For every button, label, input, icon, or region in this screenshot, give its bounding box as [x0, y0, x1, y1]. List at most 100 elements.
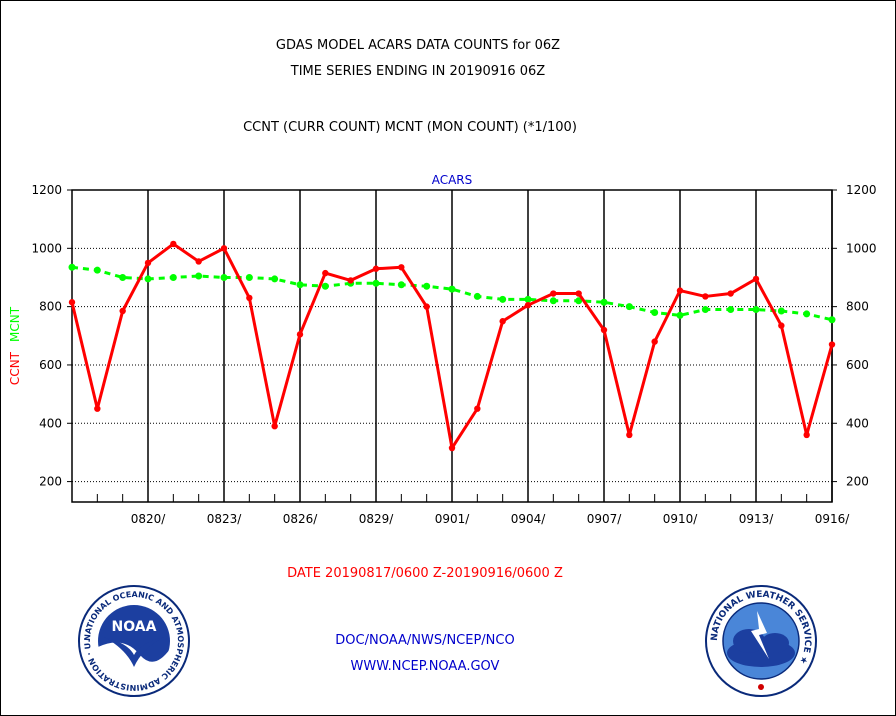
series-point-mcnt [245, 273, 253, 281]
y-axis-label-mcnt: MCNT [8, 306, 22, 342]
x-tick-label: 0913/ [739, 512, 775, 526]
y-tick-label-right: 200 [846, 475, 869, 489]
org-link[interactable]: DOC/NOAA/NWS/NCEP/NCO [335, 633, 515, 648]
series-point-mcnt [625, 303, 633, 311]
series-point-mcnt [524, 295, 532, 303]
series-point-ccnt [575, 290, 582, 297]
date-range-label: DATE 20190817/0600 Z-20190916/0600 Z [287, 566, 563, 581]
series-point-mcnt [701, 306, 709, 314]
series-point-mcnt [651, 308, 659, 316]
chart-title-line1: GDAS MODEL ACARS DATA COUNTS for 06Z [275, 38, 561, 53]
series-point-mcnt [777, 307, 785, 315]
series-point-mcnt [499, 295, 507, 303]
series-point-mcnt [473, 292, 481, 300]
series-point-mcnt [397, 281, 405, 289]
series-point-ccnt [499, 318, 506, 325]
chart-subtitle: CCNT (CURR COUNT) MCNT (MON COUNT) (*1/1… [243, 120, 577, 135]
y-tick-label-right: 600 [846, 358, 869, 372]
series-point-mcnt [169, 273, 177, 281]
series-point-ccnt [727, 290, 734, 297]
series-point-ccnt [702, 293, 709, 300]
y-tick-label-left: 400 [39, 416, 62, 430]
series-point-mcnt [549, 297, 557, 305]
series-point-mcnt [676, 311, 684, 319]
y-tick-label-right: 1200 [846, 183, 877, 197]
series-point-ccnt [626, 431, 633, 439]
grid-layer [72, 190, 833, 502]
series-point-ccnt [144, 259, 152, 267]
x-tick-label: 0826/ [283, 512, 319, 526]
series-point-mcnt [220, 273, 228, 281]
y-tick-label-right: 1000 [846, 241, 877, 255]
series-point-ccnt [94, 405, 101, 412]
series-point-mcnt [803, 310, 811, 318]
series-point-mcnt [727, 306, 735, 314]
series-point-ccnt [423, 303, 430, 310]
series-point-mcnt [752, 306, 760, 314]
series-point-mcnt [372, 279, 380, 287]
series-point-mcnt [195, 272, 203, 280]
series-point-ccnt [296, 331, 304, 338]
series-point-ccnt [398, 264, 405, 271]
series-point-ccnt [322, 269, 329, 277]
y-tick-label-right: 800 [846, 300, 869, 314]
series-point-ccnt [752, 275, 760, 283]
series-point-mcnt [321, 282, 329, 290]
y-axis-label-ccnt: CCNT [8, 351, 22, 385]
x-tick-label: 0829/ [359, 512, 395, 526]
x-tick-label: 0916/ [815, 512, 851, 526]
series-point-mcnt [296, 281, 304, 289]
noaa-wordmark: NOAA [112, 619, 157, 635]
x-tick-label: 0907/ [587, 512, 623, 526]
series-point-ccnt [524, 301, 532, 309]
series-point-ccnt [372, 265, 380, 272]
series-point-ccnt [828, 341, 836, 348]
series-point-ccnt [676, 287, 684, 294]
website-link[interactable]: WWW.NCEP.NOAA.GOV [350, 659, 500, 674]
y-tick-label-left: 600 [39, 358, 62, 372]
series-point-ccnt [474, 405, 481, 412]
series-point-ccnt [119, 307, 126, 315]
x-tick-label: 0823/ [207, 512, 243, 526]
series-point-mcnt [600, 298, 608, 306]
series-point-mcnt [828, 316, 836, 324]
series-point-mcnt [271, 275, 279, 283]
series-point-ccnt [195, 258, 202, 265]
series-point-ccnt [550, 290, 557, 297]
y-tick-label-left: 800 [39, 300, 62, 314]
noaa-logo: NOAA NATIONAL OCEANIC AND ATMOSPHERIC AD… [78, 585, 190, 697]
series-point-ccnt [600, 326, 608, 334]
y-axis-label: CCNT MCNT [8, 306, 22, 385]
series-point-ccnt [68, 299, 76, 306]
series-point-mcnt [119, 273, 127, 281]
series-point-ccnt [448, 444, 456, 452]
nws-logo: NATIONAL WEATHER SERVICE ★ [705, 585, 817, 697]
x-tick-label: 0910/ [663, 512, 699, 526]
series-point-ccnt [803, 431, 810, 439]
series-point-ccnt [347, 277, 354, 284]
y-tick-label-right: 400 [846, 416, 869, 430]
series-layer [68, 240, 836, 452]
chart-title-line2: TIME SERIES ENDING IN 20190916 06Z [290, 64, 546, 79]
series-point-ccnt [271, 422, 278, 430]
series-point-ccnt [651, 338, 658, 345]
y-tick-label-left: 1000 [31, 241, 62, 255]
series-point-ccnt [170, 240, 177, 248]
series-point-mcnt [144, 275, 152, 283]
series-point-mcnt [448, 285, 456, 293]
series-point-mcnt [93, 266, 101, 274]
label-layer: 200 200 400 400 600 600 800 800 1000 1000 1200 1200… [8, 173, 877, 526]
series-point-ccnt [220, 245, 228, 252]
x-tick-label: 0904/ [511, 512, 547, 526]
series-point-ccnt [246, 294, 253, 302]
x-tick-label: 0820/ [131, 512, 167, 526]
series-point-ccnt [778, 322, 785, 329]
y-tick-label-left: 1200 [31, 183, 62, 197]
y-tick-label-left: 200 [39, 475, 62, 489]
series-point-mcnt [575, 297, 583, 305]
series-point-mcnt [68, 263, 76, 271]
plot-label: ACARS [432, 173, 473, 187]
series-point-mcnt [423, 282, 431, 290]
x-tick-label: 0901/ [435, 512, 471, 526]
